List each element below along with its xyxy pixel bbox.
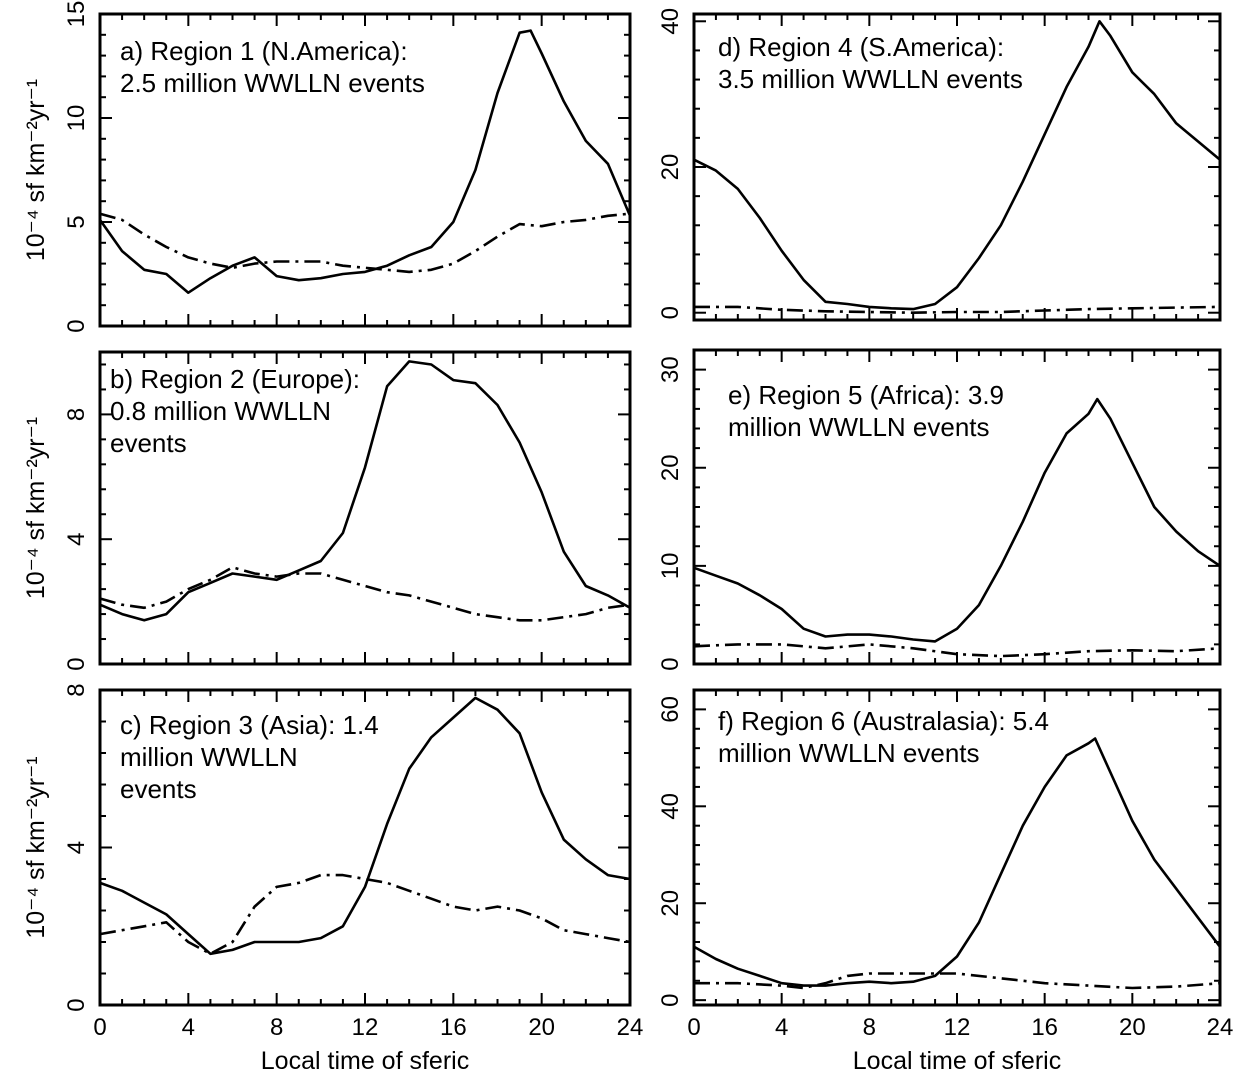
y-tick-label: 0	[63, 319, 90, 332]
panel-annotation: million WWLLN events	[728, 412, 990, 442]
solid-series-line	[693, 737, 1222, 987]
panel-1: 0 5 10 15 10⁻⁴ sf km⁻²yr⁻¹ a) Region 1 (N.Ame…	[22, 1, 632, 333]
y-tick-label: 30	[657, 356, 684, 383]
x-tick-label: 8	[270, 1014, 283, 1041]
panel-annotation: c) Region 3 (Asia): 1.4	[120, 710, 379, 740]
y-tick-label: 8	[63, 683, 90, 696]
panel-annotation: 2.5 million WWLLN events	[120, 68, 425, 98]
x-tick-label: 0	[93, 1014, 106, 1041]
y-tick-label: 10	[63, 105, 90, 132]
dashdot-series-line	[99, 212, 631, 274]
panel-5: 0 10 20 30 e) Region 5 (Africa): 3.9 million…	[657, 348, 1222, 671]
y-axis-title: 10⁻⁴ sf km⁻²yr⁻¹	[22, 79, 50, 261]
y-tick-label: 0	[657, 306, 684, 319]
x-tick-label: 16	[440, 1014, 467, 1041]
panel-3: 0 4 8 12 16 20 24 0 4 8 10⁻⁴ sf km⁻²yr⁻¹ Local time…	[22, 683, 643, 1075]
y-tick-label: 40	[657, 8, 684, 35]
x-tick-label: 24	[617, 1014, 644, 1041]
x-tick-label: 4	[775, 1014, 788, 1041]
panel-annotation: million WWLLN	[120, 742, 298, 772]
y-tick-label: 20	[657, 890, 684, 917]
x-tick-label: 20	[528, 1014, 555, 1041]
y-tick-label: 4	[63, 533, 90, 546]
panel-6: 0 4 8 12 16 20 24 0 20 40 60 Local time of sferic f)…	[657, 688, 1233, 1075]
y-tick-label: 40	[657, 793, 684, 820]
panel-annotation: 3.5 million WWLLN events	[718, 64, 1023, 94]
x-axis-title: Local time of sferic	[261, 1047, 469, 1075]
dashdot-series-line	[99, 873, 631, 956]
panel-annotation: million WWLLN events	[718, 738, 980, 768]
y-axis-title: 10⁻⁴ sf km⁻²yr⁻¹	[22, 417, 50, 599]
y-tick-label: 60	[657, 696, 684, 723]
y-tick-label: 5	[63, 215, 90, 228]
solid-series-line	[99, 360, 631, 622]
panel-annotation: f) Region 6 (Australasia): 5.4	[718, 706, 1049, 736]
x-tick-label: 4	[182, 1014, 195, 1041]
dashdot-series-line	[694, 305, 1221, 314]
panel-4: 0 20 40 d) Region 4 (S.America):3.5 million…	[657, 8, 1222, 322]
y-tick-label: 0	[657, 993, 684, 1006]
x-tick-label: 24	[1207, 1014, 1233, 1041]
dashdot-series-line	[694, 972, 1221, 990]
x-axis-title: Local time of sferic	[853, 1047, 1061, 1075]
y-tick-label: 0	[657, 657, 684, 670]
panel-annotation: d) Region 4 (S.America):	[718, 32, 1004, 62]
y-tick-label: 4	[63, 841, 90, 854]
panel-annotation: b) Region 2 (Europe):	[110, 364, 360, 394]
solid-series-line	[693, 397, 1221, 643]
x-tick-label: 12	[944, 1014, 971, 1041]
panel-annotation: 0.8 million WWLLN	[110, 396, 331, 426]
y-tick-label: 20	[657, 454, 684, 481]
x-tick-label: 8	[863, 1014, 876, 1041]
y-tick-label: 0	[63, 998, 90, 1011]
y-tick-label: 10	[657, 553, 684, 580]
y-tick-label: 20	[657, 154, 684, 181]
dashdot-series-line	[693, 643, 1221, 658]
panel-annotation: events	[120, 774, 197, 804]
panel-annotation: events	[110, 428, 187, 458]
x-tick-label: 20	[1119, 1014, 1146, 1041]
y-tick-label: 8	[63, 408, 90, 421]
solid-series-line	[99, 696, 631, 956]
panel-annotation: a) Region 1 (N.America):	[120, 36, 408, 66]
x-tick-label: 12	[352, 1014, 379, 1041]
panel-2: 0 4 8 10⁻⁴ sf km⁻²yr⁻¹ b) Region 2 (Europe):…	[22, 350, 632, 671]
solid-series-line	[693, 20, 1221, 311]
y-tick-label: 0	[63, 657, 90, 670]
panel-annotation: e) Region 5 (Africa): 3.9	[728, 380, 1004, 410]
x-tick-label: 16	[1031, 1014, 1058, 1041]
y-axis-title: 10⁻⁴ sf km⁻²yr⁻¹	[22, 756, 50, 938]
dashdot-series-line	[99, 566, 631, 622]
x-tick-label: 0	[687, 1014, 700, 1041]
y-tick-label: 15	[63, 1, 90, 28]
